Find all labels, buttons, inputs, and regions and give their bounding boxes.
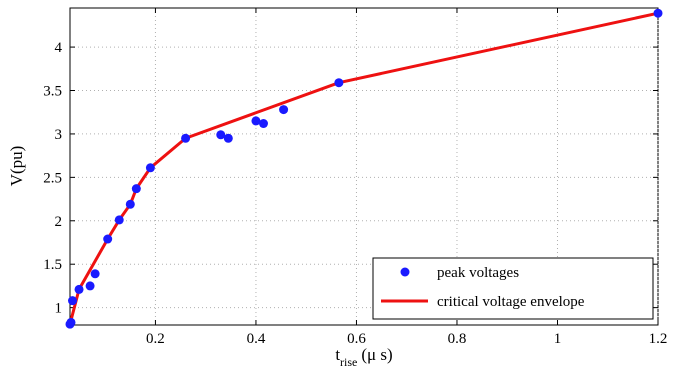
x-tick-label: 0.2	[146, 331, 165, 347]
peak-voltage-point	[334, 78, 344, 88]
peak-voltage-point	[103, 234, 113, 244]
x-tick-label: 0.8	[448, 331, 467, 347]
x-axis-label-unit: (μ s)	[361, 345, 392, 364]
series-layer	[65, 8, 663, 329]
peak-voltage-point	[145, 163, 155, 173]
y-tick-label: 4	[55, 40, 63, 56]
y-tick-label: 3	[55, 127, 63, 143]
x-axis-label-main: t	[335, 345, 340, 364]
legend-label-critical-voltage-envelope: critical voltage envelope	[437, 294, 585, 310]
y-tick-label: 1	[55, 301, 63, 317]
x-tick-label: 1	[554, 331, 562, 347]
peak-voltage-point	[279, 105, 289, 115]
peak-voltage-point	[74, 284, 84, 294]
peak-voltage-point	[125, 199, 135, 209]
legend: peak voltages critical voltage envelope	[372, 257, 654, 320]
peak-voltage-point	[90, 269, 100, 279]
x-axis-label-sub: rise	[340, 355, 357, 369]
peak-voltage-point	[251, 116, 261, 126]
y-tick-label: 2	[55, 214, 63, 230]
x-tick-label: 0.6	[347, 331, 366, 347]
peak-voltage-point	[68, 296, 78, 306]
peak-voltage-point	[258, 119, 268, 129]
x-axis-label: trise (μ s)	[335, 345, 392, 369]
peak-voltage-point	[223, 133, 233, 143]
y-tick-label: 1.5	[43, 257, 62, 273]
peak-voltage-point	[85, 281, 95, 291]
y-tick-label: 3.5	[43, 84, 62, 100]
legend-box	[372, 257, 654, 320]
legend-marker-peak-voltages	[400, 267, 410, 277]
x-tick-label: 1.2	[649, 331, 668, 347]
y-axis-label: V(pu)	[7, 146, 26, 187]
peak-voltage-point	[181, 133, 191, 143]
axis-ticks: 0.2 0.4 0.6 0.8 1 1.2 1 1.5 2 2.5 3 3.5 4	[43, 8, 667, 347]
peak-voltage-point	[66, 317, 76, 327]
legend-label-peak-voltages: peak voltages	[437, 265, 519, 281]
x-tick-label: 0.4	[247, 331, 266, 347]
peak-voltage-point	[216, 130, 226, 140]
envelope-line	[68, 11, 659, 325]
peak-voltage-point	[653, 8, 663, 18]
y-tick-label: 2.5	[43, 170, 62, 186]
peak-voltage-point	[131, 184, 141, 194]
peak-voltage-point	[114, 215, 124, 225]
